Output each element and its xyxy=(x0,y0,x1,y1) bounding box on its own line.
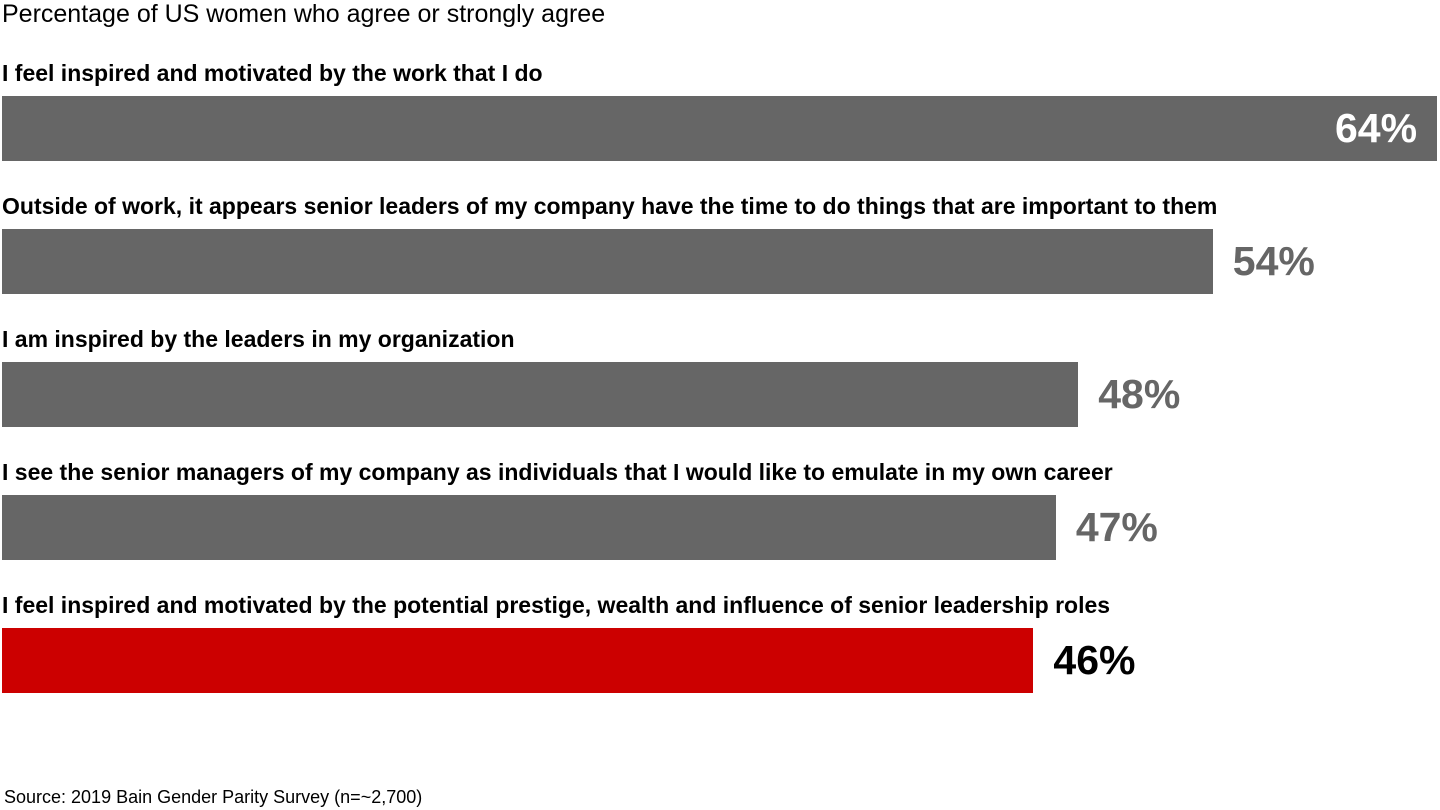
value-label: 47% xyxy=(1075,504,1158,550)
bar xyxy=(2,96,1437,161)
chart-subtitle: Percentage of US women who agree or stro… xyxy=(2,0,606,28)
category-label: I am inspired by the leaders in my organ… xyxy=(2,326,515,352)
value-label: 54% xyxy=(1232,238,1315,284)
category-label: I see the senior managers of my company … xyxy=(2,459,1113,485)
value-label: 48% xyxy=(1098,371,1181,417)
bar xyxy=(2,495,1056,560)
value-label: 46% xyxy=(1053,637,1136,683)
value-label: 64% xyxy=(1335,105,1418,151)
category-label: I feel inspired and motivated by the pot… xyxy=(2,592,1111,618)
category-label: Outside of work, it appears senior leade… xyxy=(2,193,1218,219)
category-label: I feel inspired and motivated by the wor… xyxy=(2,60,543,86)
source-note: Source: 2019 Bain Gender Parity Survey (… xyxy=(4,787,423,807)
bar xyxy=(2,362,1079,427)
bar-chart-area: I feel inspired and motivated by the wor… xyxy=(2,60,1437,693)
bar xyxy=(2,229,1213,294)
bar-highlight xyxy=(2,628,1034,693)
